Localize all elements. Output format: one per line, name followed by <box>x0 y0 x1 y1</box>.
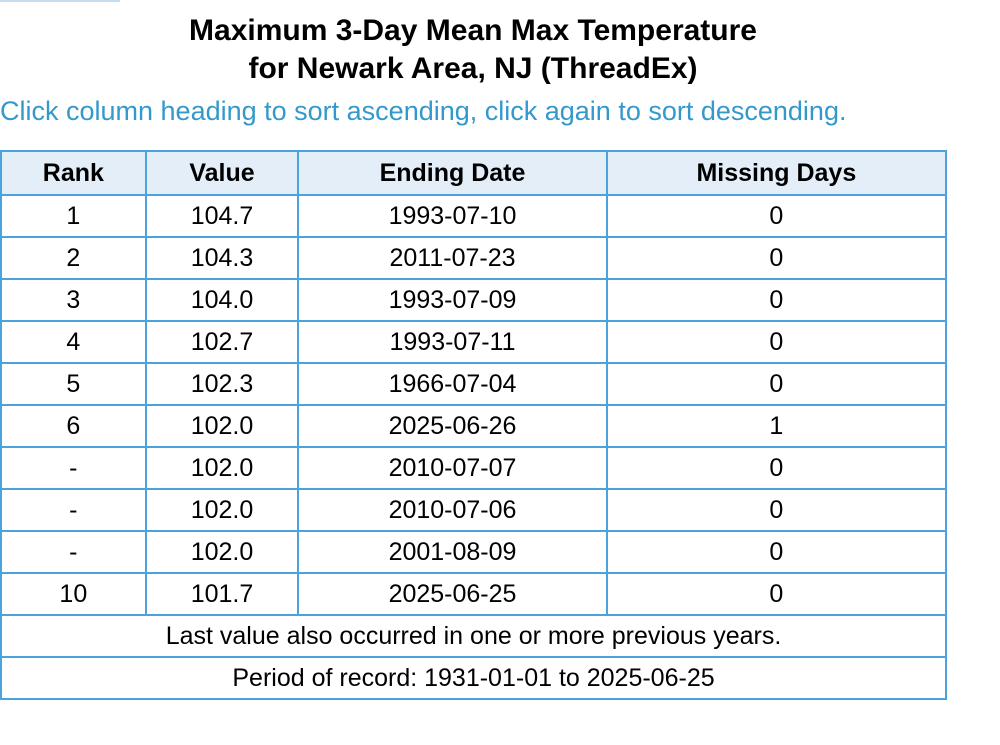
sort-hint: Click column heading to sort ascending, … <box>0 96 847 126</box>
cell-value: 102.0 <box>144 530 300 574</box>
cell-missing-days: 0 <box>605 446 948 490</box>
cell-ending-date: 2010-07-06 <box>297 488 608 532</box>
cell-rank: - <box>0 446 147 490</box>
cell-ending-date: 1993-07-10 <box>297 194 608 238</box>
cell-ending-date: 2025-06-25 <box>297 572 608 616</box>
cell-ending-date: 1966-07-04 <box>297 362 608 406</box>
table-row: - 102.0 2010-07-07 0 <box>0 446 948 490</box>
cell-rank: - <box>0 488 147 532</box>
cell-value: 104.3 <box>144 236 300 280</box>
cell-ending-date: 2001-08-09 <box>297 530 608 574</box>
cell-missing-days: 0 <box>605 320 948 364</box>
title-line-2: for Newark Area, NJ (ThreadEx) <box>248 52 698 85</box>
cell-ending-date: 2011-07-23 <box>297 236 608 280</box>
table-row: 10 101.7 2025-06-25 0 <box>0 572 948 616</box>
top-divider <box>0 0 120 2</box>
title-line-1: Maximum 3-Day Mean Max Temperature <box>189 14 757 47</box>
cell-ending-date: 2025-06-26 <box>297 404 608 448</box>
cell-rank: 10 <box>0 572 147 616</box>
table-row: 6 102.0 2025-06-26 1 <box>0 404 948 448</box>
cell-missing-days: 0 <box>605 488 948 532</box>
cell-rank: 4 <box>0 320 147 364</box>
page-title: Maximum 3-Day Mean Max Temperature for N… <box>0 12 946 88</box>
cell-value: 102.3 <box>144 362 300 406</box>
cell-missing-days: 0 <box>605 530 948 574</box>
column-header-ending-date[interactable]: Ending Date <box>297 150 608 196</box>
cell-missing-days: 0 <box>605 572 948 616</box>
cell-value: 102.0 <box>144 404 300 448</box>
cell-missing-days: 0 <box>605 194 948 238</box>
cell-value: 104.0 <box>144 278 300 322</box>
cell-rank: 2 <box>0 236 147 280</box>
period-of-record: Period of record: 1931-01-01 to 2025-06-… <box>0 656 947 700</box>
table-row: 4 102.7 1993-07-11 0 <box>0 320 948 364</box>
column-header-value[interactable]: Value <box>144 150 300 196</box>
cell-value: 104.7 <box>144 194 300 238</box>
cell-missing-days: 0 <box>605 278 948 322</box>
cell-value: 102.0 <box>144 488 300 532</box>
table-header-row: Rank Value Ending Date Missing Days <box>0 150 948 196</box>
cell-value: 101.7 <box>144 572 300 616</box>
period-row: Period of record: 1931-01-01 to 2025-06-… <box>0 656 947 700</box>
footnote: Last value also occurred in one or more … <box>0 614 947 658</box>
cell-ending-date: 1993-07-11 <box>297 320 608 364</box>
table-row: 5 102.3 1966-07-04 0 <box>0 362 948 406</box>
table-row: 3 104.0 1993-07-09 0 <box>0 278 948 322</box>
column-header-rank[interactable]: Rank <box>0 150 147 196</box>
column-header-missing-days[interactable]: Missing Days <box>605 150 948 196</box>
cell-rank: - <box>0 530 147 574</box>
footnote-row: Last value also occurred in one or more … <box>0 614 947 658</box>
cell-missing-days: 1 <box>605 404 948 448</box>
records-table: Rank Value Ending Date Missing Days 1 10… <box>0 150 948 700</box>
cell-rank: 6 <box>0 404 147 448</box>
cell-missing-days: 0 <box>605 362 948 406</box>
cell-ending-date: 2010-07-07 <box>297 446 608 490</box>
table-row: - 102.0 2010-07-06 0 <box>0 488 948 532</box>
cell-value: 102.0 <box>144 446 300 490</box>
table-row: - 102.0 2001-08-09 0 <box>0 530 948 574</box>
cell-rank: 5 <box>0 362 147 406</box>
cell-rank: 1 <box>0 194 147 238</box>
cell-value: 102.7 <box>144 320 300 364</box>
table-row: 2 104.3 2011-07-23 0 <box>0 236 948 280</box>
table-row: 1 104.7 1993-07-10 0 <box>0 194 948 238</box>
cell-missing-days: 0 <box>605 236 948 280</box>
cell-ending-date: 1993-07-09 <box>297 278 608 322</box>
cell-rank: 3 <box>0 278 147 322</box>
